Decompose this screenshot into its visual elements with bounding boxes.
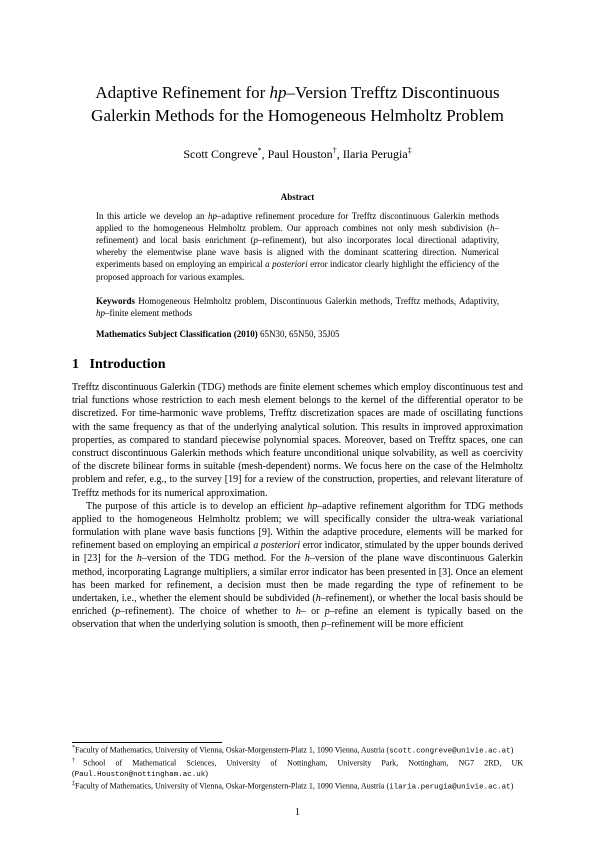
body-span: –version of the TDG method. For the bbox=[142, 553, 305, 564]
body-text: Trefftz discontinuous Galerkin (TDG) met… bbox=[72, 381, 523, 632]
footnote-email: Paul.Houston@nottingham.ac.uk bbox=[75, 771, 206, 779]
msc-line: Mathematics Subject Classification (2010… bbox=[96, 329, 499, 339]
keywords-line: Keywords Homogeneous Helmholtz problem, … bbox=[96, 295, 499, 319]
author-mark: * bbox=[258, 146, 262, 155]
page-number: 1 bbox=[0, 807, 595, 818]
body-paragraph: Trefftz discontinuous Galerkin (TDG) met… bbox=[72, 381, 523, 500]
keywords-label: Keywords bbox=[96, 296, 135, 306]
title-text: Galerkin Methods for the Homogeneous Hel… bbox=[91, 106, 504, 125]
author-name: Paul Houston bbox=[268, 147, 333, 161]
msc-label: Mathematics Subject Classification (2010… bbox=[96, 329, 258, 339]
author-mark: † bbox=[333, 146, 337, 155]
abstract-aposteriori: a posteriori bbox=[265, 259, 307, 269]
author-mark: ‡ bbox=[408, 146, 412, 155]
footnote-text: Faculty of Mathematics, University of Vi… bbox=[75, 782, 389, 791]
section-number: 1 bbox=[72, 357, 79, 372]
body-paragraph: The purpose of this article is to develo… bbox=[72, 500, 523, 632]
authors-line: Scott Congreve*, Paul Houston†, Ilaria P… bbox=[72, 146, 523, 162]
author-name: Ilaria Perugia bbox=[343, 147, 408, 161]
footnotes: *Faculty of Mathematics, University of V… bbox=[72, 742, 523, 794]
footnote: ‡Faculty of Mathematics, University of V… bbox=[72, 781, 523, 793]
body-span: The purpose of this article is to develo… bbox=[86, 501, 307, 512]
title-text: Adaptive Refinement for bbox=[95, 83, 269, 102]
footnote: †School of Mathematical Sciences, Univer… bbox=[72, 758, 523, 780]
section-title: Introduction bbox=[90, 357, 166, 372]
footnote-text: Faculty of Mathematics, University of Vi… bbox=[75, 746, 389, 755]
body-span: –refinement will be more efficient bbox=[326, 619, 463, 630]
author-name: Scott Congreve bbox=[183, 147, 257, 161]
body-aposteriori: a posteriori bbox=[253, 540, 300, 551]
footnote-email: scott.congreve@univie.ac.at bbox=[389, 748, 511, 756]
keywords-hp: hp bbox=[96, 308, 105, 318]
footnote-text: ) bbox=[511, 782, 514, 791]
footnote-text: ) bbox=[511, 746, 514, 755]
abstract-heading: Abstract bbox=[72, 192, 523, 202]
footnote-text: ) bbox=[205, 769, 208, 778]
footnote: *Faculty of Mathematics, University of V… bbox=[72, 745, 523, 757]
title-text: –Version Trefftz Discontinuous bbox=[287, 83, 500, 102]
body-hp: hp bbox=[307, 501, 317, 512]
abstract-hp: hp bbox=[208, 211, 217, 221]
title-hp: hp bbox=[270, 83, 287, 102]
keywords-text: –finite element methods bbox=[105, 308, 192, 318]
footnote-rule bbox=[72, 742, 222, 743]
abstract-text: In this article we develop an bbox=[96, 211, 208, 221]
footnote-mark: † bbox=[72, 758, 83, 764]
footnote-email: ilaria.perugia@univie.ac.at bbox=[389, 784, 511, 792]
body-span: –refinement). The choice of whether to bbox=[120, 606, 296, 617]
section-heading: 1 Introduction bbox=[72, 357, 523, 373]
abstract-body: In this article we develop an hp–adaptiv… bbox=[96, 210, 499, 283]
paper-title: Adaptive Refinement for hp–Version Treff… bbox=[72, 82, 523, 128]
keywords-text: Homogeneous Helmholtz problem, Discontin… bbox=[135, 296, 499, 306]
msc-text: 65N30, 65N50, 35J05 bbox=[258, 329, 340, 339]
paper-page: Adaptive Refinement for hp–Version Treff… bbox=[0, 0, 595, 842]
body-span: – or bbox=[301, 606, 325, 617]
